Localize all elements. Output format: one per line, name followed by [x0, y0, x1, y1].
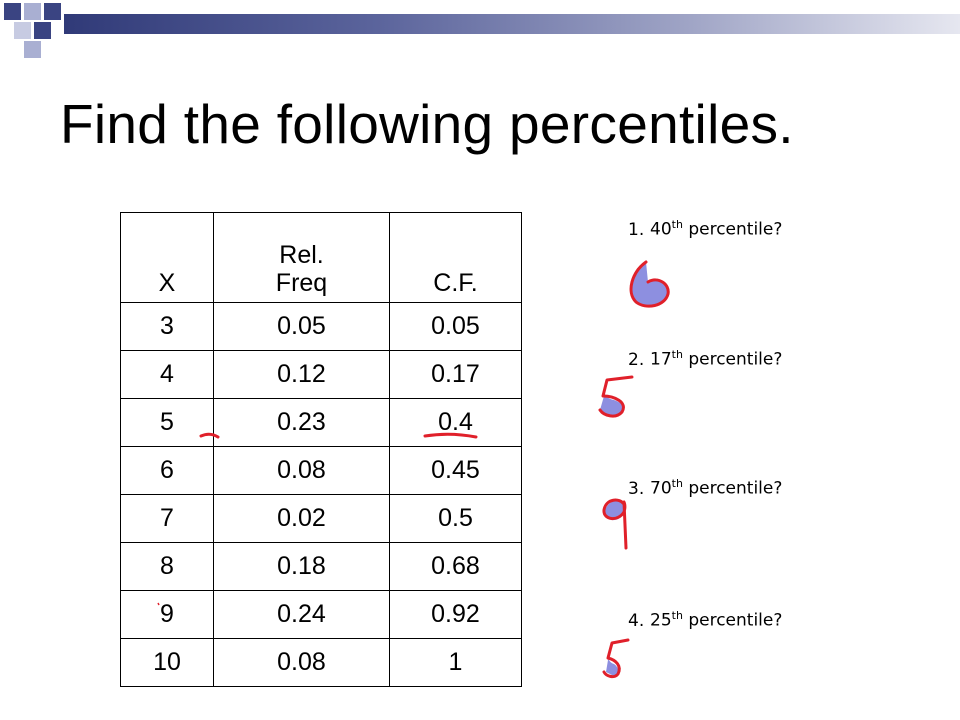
answer-5-handwritten-second — [602, 638, 630, 679]
cell-x: 5 — [120, 398, 214, 447]
ink-dot — [157, 602, 160, 606]
table-row: 4 0.12 0.17 — [120, 350, 522, 399]
cell-x: 10 — [120, 638, 214, 687]
question-ordinal: 70 — [650, 478, 672, 499]
table-header-row: X Rel. Freq C.F. — [120, 212, 522, 303]
cell-x: 7 — [120, 494, 214, 543]
cumulative-frequency-table: X Rel. Freq C.F. 3 0.05 0.05 4 0.12 0.17 5 0.… — [120, 212, 522, 687]
cell-x: 6 — [120, 446, 214, 495]
cell-cf: 0.17 — [389, 350, 522, 399]
cell-rel-freq: 0.08 — [213, 446, 390, 495]
answer-9-handwritten — [602, 498, 628, 550]
cell-cf: 0.05 — [389, 302, 522, 351]
cell-rel-freq: 0.23 — [213, 398, 390, 447]
table-row: 3 0.05 0.05 — [120, 302, 522, 351]
table-row: 10 0.08 1 — [120, 638, 522, 687]
question-item: 1. 40th percentile? — [628, 218, 782, 240]
question-item: 3. 70th percentile? — [628, 477, 782, 499]
ordinal-suffix: th — [671, 477, 683, 490]
column-header-x: X — [120, 212, 214, 303]
deco-square — [4, 3, 21, 20]
answer-5-handwritten — [598, 375, 634, 418]
deco-square — [44, 3, 61, 20]
ordinal-suffix: th — [671, 609, 683, 622]
answer-6-handwritten — [629, 260, 670, 308]
question-text: percentile? — [688, 478, 783, 499]
question-text: percentile? — [688, 610, 783, 631]
question-number: 4. — [628, 610, 645, 631]
cell-cf: 0.4 — [389, 398, 522, 447]
question-item: 4. 25th percentile? — [628, 609, 782, 631]
cell-rel-freq: 0.08 — [213, 638, 390, 687]
cell-rel-freq: 0.12 — [213, 350, 390, 399]
deco-square — [34, 22, 51, 39]
cell-cf: 0.68 — [389, 542, 522, 591]
question-number: 1. — [628, 219, 645, 240]
header-gradient-bar — [64, 14, 960, 34]
ordinal-suffix: th — [671, 218, 683, 231]
deco-square — [24, 41, 41, 58]
column-header-rel-freq-text: Rel. Freq — [275, 240, 328, 298]
cell-cf: 0.45 — [389, 446, 522, 495]
page-title: Find the following percentiles. — [60, 93, 794, 155]
ink-underline-0-4 — [423, 432, 478, 439]
cell-rel-freq: 0.02 — [213, 494, 390, 543]
cell-cf: 0.5 — [389, 494, 522, 543]
question-ordinal: 17 — [650, 349, 672, 370]
question-ordinal: 40 — [650, 219, 672, 240]
question-number: 3. — [628, 478, 645, 499]
column-header-cf: C.F. — [389, 212, 522, 303]
ink-underline-5 — [199, 432, 220, 439]
deco-square — [14, 22, 31, 39]
cell-cf: 0.92 — [389, 590, 522, 639]
table-row: 5 0.23 0.4 — [120, 398, 522, 447]
question-text: percentile? — [688, 349, 783, 370]
cell-cf: 1 — [389, 638, 522, 687]
question-ordinal: 25 — [650, 610, 672, 631]
ordinal-suffix: th — [671, 348, 683, 361]
table-row: 7 0.02 0.5 — [120, 494, 522, 543]
table-row: 6 0.08 0.45 — [120, 446, 522, 495]
question-text: percentile? — [688, 219, 783, 240]
question-item: 2. 17th percentile? — [628, 348, 782, 370]
column-header-rel-freq: Rel. Freq — [213, 212, 390, 303]
question-number: 2. — [628, 349, 645, 370]
deco-square — [24, 3, 41, 20]
